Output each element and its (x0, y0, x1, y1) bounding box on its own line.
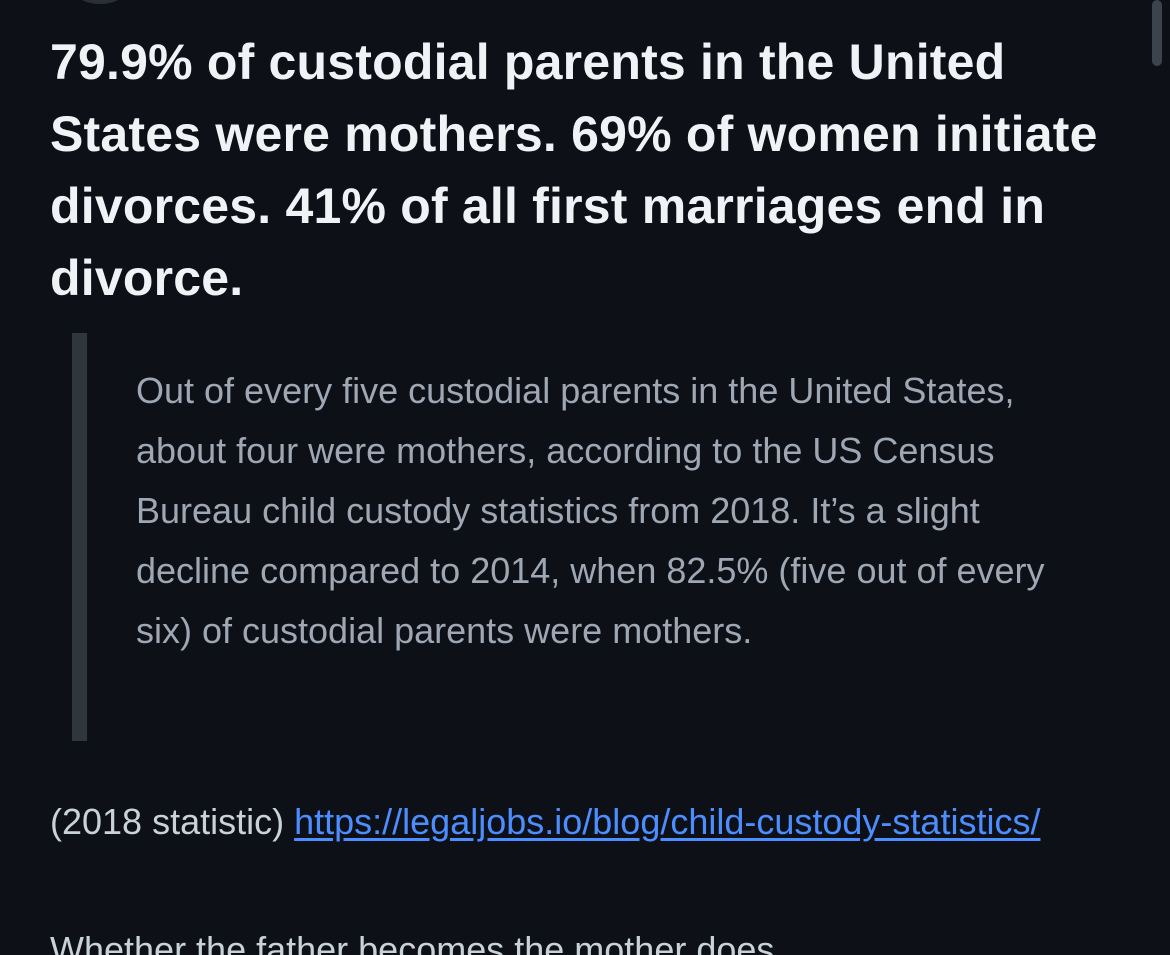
source-paragraph: (2018 statistic) https://legaljobs.io/bl… (50, 792, 1130, 852)
blockquote-text: Out of every five custodial parents in t… (136, 370, 1045, 651)
source-link[interactable]: https://legaljobs.io/blog/child-custody-… (294, 801, 1041, 842)
blockquote: Out of every five custodial parents in t… (72, 333, 1082, 741)
next-paragraph-text: Whether the father becomes the mother do… (50, 929, 775, 955)
source-prefix: (2018 statistic) (50, 801, 295, 842)
avatar[interactable] (72, 0, 128, 4)
post-headline: 79.9% of custodial parents in the United… (50, 34, 1098, 306)
scrollbar-thumb[interactable] (1152, 0, 1162, 66)
